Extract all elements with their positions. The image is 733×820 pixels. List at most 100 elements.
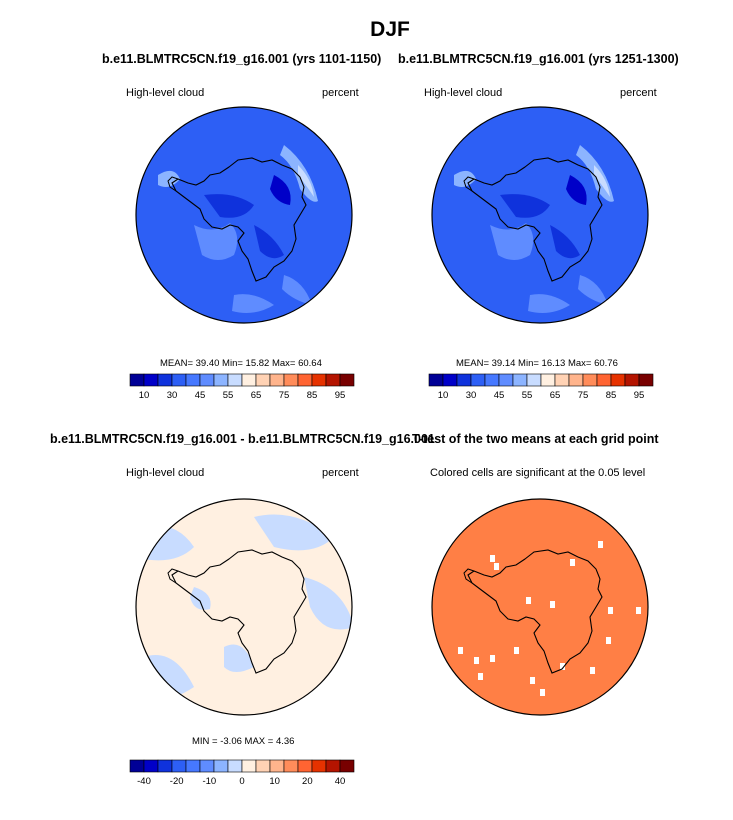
panel3-colorbar-cell — [325, 759, 341, 773]
panel1-colorbar-cell — [143, 373, 159, 387]
panel2-map — [431, 106, 649, 324]
panel1-variable-label: High-level cloud — [126, 87, 205, 99]
panel3-colorbar-tick: -10 — [202, 776, 216, 787]
panel2-colorbar-cell — [540, 373, 556, 387]
panel3-variable-label: High-level cloud — [126, 467, 205, 479]
panel1-map — [135, 106, 353, 324]
panel3-colorbar-tick: -40 — [137, 776, 151, 787]
panel3-colorbar-cell — [143, 759, 159, 773]
figure-title: DJF — [370, 18, 410, 41]
panel3-units-label: percent — [322, 467, 359, 479]
panel2-map-border — [431, 106, 649, 324]
panel3-colorbar-cell — [241, 759, 257, 773]
panel1-colorbar-cell — [311, 373, 327, 387]
panel2-coastline — [467, 157, 603, 282]
panel3-peninsula — [167, 568, 179, 584]
panel3-colorbar: -40 -20 -10 0 10 20 40 — [129, 759, 355, 787]
panel1-colorbar-cell — [241, 373, 257, 387]
panel4-map-border — [431, 498, 649, 716]
panel1-colorbar-tick: 30 — [167, 390, 178, 401]
panel2-colorbar-cell — [568, 373, 584, 387]
panel1-title: b.e11.BLMTRC5CN.f19_g16.001 (yrs 1101-11… — [102, 52, 382, 66]
panel4-peninsula — [463, 568, 475, 584]
panel3-colorbar-cell — [129, 759, 145, 773]
panel3-map-border — [135, 498, 353, 716]
panel2-colorbar-tick: 55 — [522, 390, 533, 401]
panel1-colorbar-cell — [297, 373, 313, 387]
panel1-colorbar-tick: 55 — [223, 390, 234, 401]
panel2-stats: MEAN= 39.14 Min= 16.13 Max= 60.76 — [456, 358, 618, 369]
panel2-peninsula — [463, 176, 475, 192]
panel3-colorbar-tick: 0 — [239, 776, 244, 787]
panel3-colorbar-cell — [339, 759, 355, 773]
panel1-colorbar-tick: 10 — [139, 390, 150, 401]
panel1-colorbar-cell — [339, 373, 355, 387]
panel1-colorbar-cell — [269, 373, 285, 387]
panel2-colorbar-cell — [470, 373, 486, 387]
panel3-colorbar-cell — [297, 759, 313, 773]
panel2-variable-label: High-level cloud — [424, 87, 503, 99]
panel2-colorbar-cell — [582, 373, 598, 387]
panel3-stats: MIN = -3.06 MAX = 4.36 — [192, 736, 295, 747]
panel1-colorbar-cell — [213, 373, 229, 387]
panel3-colorbar-cell — [255, 759, 271, 773]
panel3-colorbar-cell — [227, 759, 243, 773]
panel2-colorbar-cell — [610, 373, 626, 387]
panel2-colorbar-tick: 45 — [494, 390, 505, 401]
panel2-colorbar-cell — [428, 373, 444, 387]
panel1-colorbar-tick: 45 — [195, 390, 206, 401]
panel1-peninsula — [167, 176, 179, 192]
panel1-colorbar-cell — [255, 373, 271, 387]
panel2-colorbar-cell — [596, 373, 612, 387]
panel2-colorbar: 10 30 45 55 65 75 85 95 — [428, 373, 654, 401]
panel1-colorbar-cell — [199, 373, 215, 387]
panel2-colorbar-tick: 65 — [550, 390, 561, 401]
panel2-colorbar-cell — [512, 373, 528, 387]
panel2-colorbar-cell — [484, 373, 500, 387]
panel2-colorbar-tick: 30 — [466, 390, 477, 401]
panel3-colorbar-cell — [199, 759, 215, 773]
panel2-colorbar-cell — [638, 373, 654, 387]
panel2-colorbar-tick: 75 — [578, 390, 589, 401]
panel1-colorbar-cell — [325, 373, 341, 387]
panel3-colorbar-cell — [171, 759, 187, 773]
panel1-map-border — [135, 106, 353, 324]
panel1-colorbar-tick: 95 — [335, 390, 346, 401]
panel1-units-label: percent — [322, 87, 359, 99]
panel2-colorbar-cell — [442, 373, 458, 387]
panel1-colorbar-cell — [283, 373, 299, 387]
panel3-colorbar-cell — [283, 759, 299, 773]
panel3-colorbar-tick: -20 — [170, 776, 184, 787]
panel4-map — [431, 498, 649, 716]
panel1-colorbar-tick: 75 — [279, 390, 290, 401]
panel2-units-label: percent — [620, 87, 657, 99]
panel2-colorbar-cell — [554, 373, 570, 387]
panel3-colorbar-cell — [157, 759, 173, 773]
panel3-title: b.e11.BLMTRC5CN.f19_g16.001 - b.e11.BLMT… — [50, 432, 435, 446]
panel2-colorbar-cell — [624, 373, 640, 387]
panel2-colorbar-cell — [526, 373, 542, 387]
panel1-stats: MEAN= 39.40 Min= 15.82 Max= 60.64 — [160, 358, 322, 369]
panel3-colorbar-tick: 10 — [269, 776, 280, 787]
panel2-colorbar-cell — [456, 373, 472, 387]
panel3-coastline — [171, 549, 307, 674]
panel3-colorbar-tick: 40 — [335, 776, 346, 787]
panel3-colorbar-tick: 20 — [302, 776, 313, 787]
panel3-colorbar-cell — [213, 759, 229, 773]
panel3-colorbar-cell — [185, 759, 201, 773]
panel1-colorbar-tick: 65 — [251, 390, 262, 401]
panel2-title: b.e11.BLMTRC5CN.f19_g16.001 (yrs 1251-13… — [398, 52, 679, 66]
panel2-colorbar-tick: 85 — [606, 390, 617, 401]
panel1-colorbar-cell — [171, 373, 187, 387]
panel3-colorbar-cell — [269, 759, 285, 773]
panel1-colorbar-cell — [157, 373, 173, 387]
panel1-colorbar: 10 30 45 55 65 75 85 95 — [129, 373, 355, 401]
panel4-note: Colored cells are significant at the 0.0… — [430, 467, 646, 479]
panel4-coastline — [467, 549, 603, 674]
panel4-title: T-test of the two means at each grid poi… — [412, 432, 659, 446]
panel1-colorbar-cell — [185, 373, 201, 387]
panel3-map — [135, 498, 353, 716]
panel2-colorbar-cell — [498, 373, 514, 387]
panel1-coastline — [171, 157, 307, 282]
panel1-colorbar-cell — [129, 373, 145, 387]
